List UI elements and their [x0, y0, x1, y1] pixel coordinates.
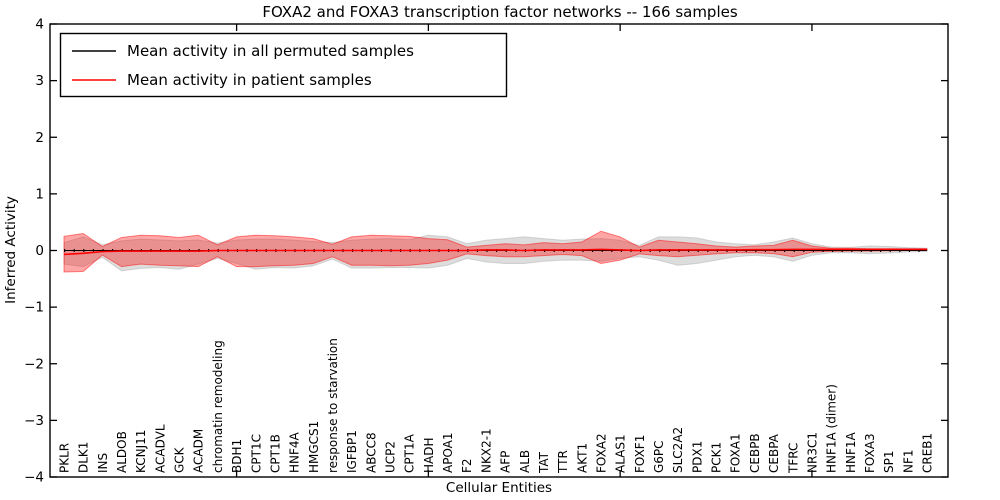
- x-category-label: GCK: [173, 446, 187, 473]
- x-category-label: NKX2-1: [479, 428, 493, 473]
- x-category-label: UCP2: [384, 441, 398, 473]
- permuted-band: [63, 234, 928, 272]
- x-category-label: G6PC: [652, 440, 666, 473]
- y-tick-label: 2: [35, 130, 44, 146]
- x-category-label: HNF1A: [844, 431, 858, 473]
- x-category-label: ALB: [518, 450, 532, 473]
- x-category-label: IGFBP1: [345, 430, 359, 473]
- x-category-label: PKLR: [58, 443, 72, 473]
- x-category-label: TAT: [537, 451, 551, 474]
- x-category-label: APOA1: [441, 432, 455, 473]
- x-category-label: DLK1: [77, 442, 91, 473]
- plot-frame: [49, 23, 949, 478]
- x-category-label: NF1: [901, 449, 915, 473]
- y-tick-label: −1: [24, 300, 44, 316]
- x-category-label: SLC2A2: [671, 427, 685, 473]
- legend-border: [59, 32, 508, 98]
- x-category-label: INS: [96, 453, 110, 473]
- x-category-label: ALDOB: [115, 431, 129, 473]
- x-category-label: ALAS1: [614, 434, 628, 473]
- x-category-label: CPT1C: [249, 434, 263, 473]
- legend-label-patient-samples: Mean activity in patient samples: [127, 71, 372, 89]
- y-tick-label: −4: [24, 470, 44, 486]
- x-category-label: FOXA1: [729, 433, 743, 473]
- x-category-label: TTR: [556, 450, 570, 474]
- y-tick-label: 4: [35, 17, 44, 33]
- x-category-label: chromatin remodeling: [211, 340, 225, 473]
- patient-mean-line: [63, 248, 927, 256]
- x-category-label: response to starvation: [326, 338, 340, 473]
- line-layer: [63, 248, 927, 256]
- x-category-label: CPT1A: [403, 433, 417, 473]
- x-category-label: FOXA2: [594, 433, 608, 473]
- x-category-label: CEBPB: [748, 433, 762, 473]
- x-category-label: AKT1: [575, 443, 589, 473]
- x-category-label: ACADVL: [153, 424, 167, 473]
- x-category-label: CEBPA: [767, 433, 781, 473]
- x-category-label: HMGCS1: [307, 421, 321, 473]
- x-category-label: TFRC: [786, 443, 800, 474]
- x-category-label: PCK1: [710, 442, 724, 473]
- y-tick-label: −2: [24, 356, 44, 372]
- x-category-label: KCNJ11: [134, 430, 148, 473]
- x-category-label: FOXA3: [863, 433, 877, 473]
- x-category-label: FOXF1: [633, 435, 647, 473]
- x-category-label: AFP: [499, 451, 513, 473]
- legend-label-permuted-samples: Mean activity in all permuted samples: [127, 42, 414, 60]
- x-category-label: SP1: [882, 451, 896, 474]
- chart-title: FOXA2 and FOXA3 transcription factor net…: [262, 3, 738, 21]
- x-category-label: HADH: [422, 438, 436, 474]
- x-category-label: HNF1A (dimer): [825, 384, 839, 473]
- y-tick-label: −3: [24, 413, 44, 429]
- x-category-label: NR3C1: [805, 432, 819, 473]
- x-category-label: BDH1: [230, 439, 244, 473]
- x-axis-label: Cellular Entities: [446, 480, 552, 496]
- tick-label-layer: 4 3 2 1 0 −1 −2 −3 −4 PKLR DLK1 INS ALDOB KCNJ11 ACADV…: [24, 17, 934, 486]
- x-category-label: HNF4A: [288, 431, 302, 473]
- x-category-label: CPT1B: [268, 434, 282, 473]
- x-category-label: ABCC8: [364, 432, 378, 473]
- band-layer: [63, 230, 928, 273]
- x-category-label: CREB1: [921, 433, 935, 473]
- x-category-label: ACADM: [192, 429, 206, 473]
- y-tick-label: 0: [35, 243, 44, 259]
- y-tick-label: 1: [35, 186, 44, 202]
- y-axis-label: Inferred Activity: [3, 196, 19, 304]
- x-category-label: F2: [460, 458, 474, 473]
- x-category-label: PDX1: [690, 441, 704, 473]
- legend: Mean activity in all permuted samples Me…: [59, 32, 508, 98]
- y-tick-label: 3: [35, 73, 44, 89]
